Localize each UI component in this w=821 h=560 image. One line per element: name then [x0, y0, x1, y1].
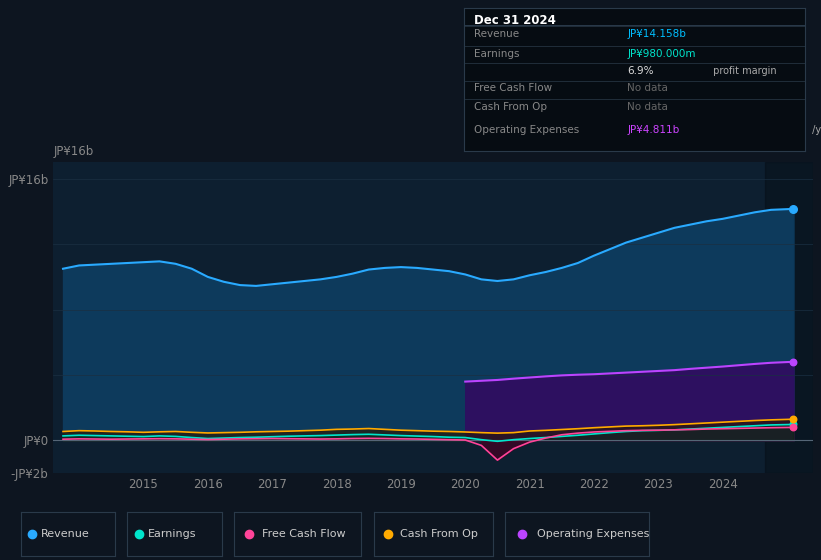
Text: Free Cash Flow: Free Cash Flow [474, 83, 553, 94]
Point [787, 423, 800, 432]
Text: 6.9%: 6.9% [627, 66, 654, 76]
Point [787, 357, 800, 366]
Text: Operating Expenses: Operating Expenses [537, 529, 649, 539]
Point [787, 204, 800, 213]
Text: JP¥980.000m: JP¥980.000m [627, 49, 696, 59]
Text: Revenue: Revenue [474, 29, 519, 39]
Text: Earnings: Earnings [148, 529, 196, 539]
Text: Cash From Op: Cash From Op [400, 529, 478, 539]
Text: Dec 31 2024: Dec 31 2024 [474, 14, 556, 27]
Text: JP¥4.811b: JP¥4.811b [627, 125, 680, 135]
Point [787, 415, 800, 424]
Text: /yr: /yr [809, 125, 821, 135]
Text: Free Cash Flow: Free Cash Flow [262, 529, 346, 539]
Text: Operating Expenses: Operating Expenses [474, 125, 580, 135]
Text: Cash From Op: Cash From Op [474, 102, 547, 112]
Text: Earnings: Earnings [474, 49, 520, 59]
Text: profit margin: profit margin [710, 66, 777, 76]
Text: No data: No data [627, 102, 668, 112]
Text: JP¥16b: JP¥16b [53, 146, 94, 158]
Bar [764, 162, 813, 473]
Text: No data: No data [627, 83, 668, 94]
Point [787, 420, 800, 429]
Text: Revenue: Revenue [41, 529, 90, 539]
Text: JP¥14.158b: JP¥14.158b [627, 29, 686, 39]
